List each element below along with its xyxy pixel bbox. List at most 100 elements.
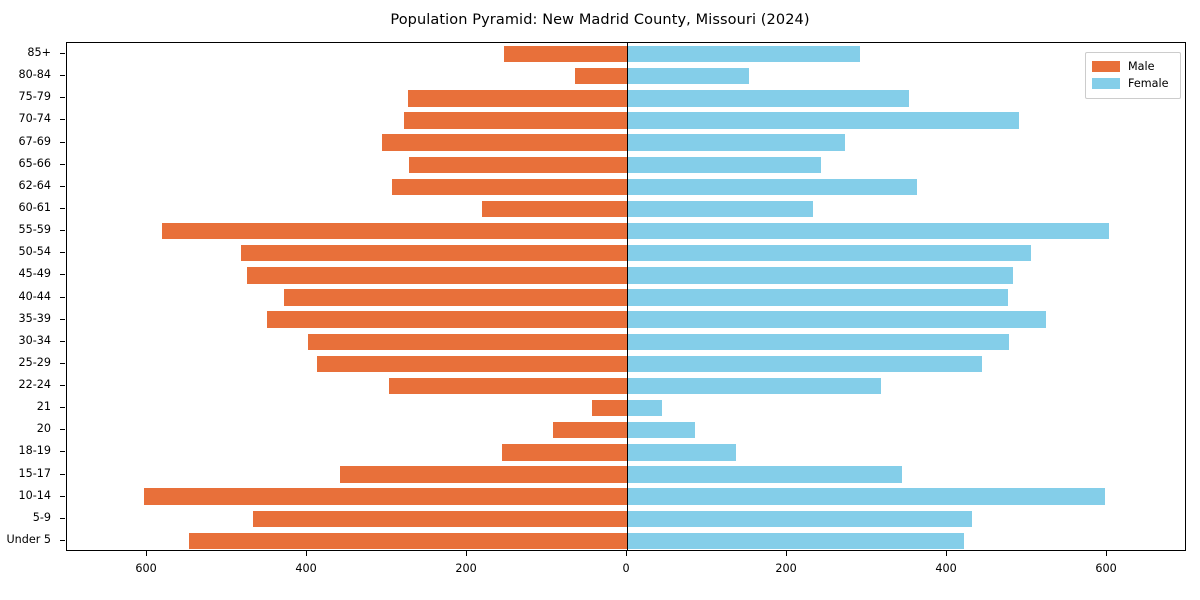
x-tick-mark [946, 551, 948, 556]
bar-row [67, 132, 1185, 154]
legend-label: Male [1128, 60, 1155, 73]
y-tick-mark [60, 274, 65, 276]
x-tick-label: 200 [775, 562, 797, 575]
bar-row [67, 397, 1185, 419]
y-tick-label: 60-61 [18, 200, 51, 214]
y-tick-mark [60, 252, 65, 254]
bar-row [67, 486, 1185, 508]
y-tick-label: 5-9 [32, 510, 51, 524]
bar-row [67, 176, 1185, 198]
bar-row [67, 65, 1185, 87]
y-tick-mark [60, 473, 65, 475]
bar-female-35-39 [627, 311, 1047, 328]
legend-item[interactable]: Female [1092, 75, 1174, 92]
bar-male-75-79 [407, 90, 627, 107]
y-axis-labels: 85+ 80-84 75-79 70-74 67-69 65-66 62-64 60-61 55… [0, 42, 60, 551]
zero-axis-line [627, 43, 629, 550]
y-tick-label: 50-54 [18, 245, 51, 259]
bar-row [67, 43, 1185, 65]
x-tick-label: 600 [135, 562, 157, 575]
y-tick-mark [60, 517, 65, 519]
x-tick-mark [1106, 551, 1108, 556]
bar-male-5-9 [252, 510, 627, 527]
x-tick-label: 0 [622, 562, 630, 575]
chart-title: Population Pyramid: New Madrid County, M… [390, 12, 810, 28]
bar-row [67, 220, 1185, 242]
bar-female-30-34 [627, 333, 1009, 350]
bar-row [67, 87, 1185, 109]
bar-row [67, 264, 1185, 286]
x-tick-label: 400 [295, 562, 317, 575]
x-tick-mark [146, 551, 148, 556]
bar-row [67, 109, 1185, 131]
bar-female-80-84 [627, 68, 750, 85]
bar-female-20 [627, 422, 695, 439]
bar-male-22-24 [388, 377, 627, 395]
bar-male-85- [503, 45, 627, 63]
bar-male-50-54 [241, 245, 627, 262]
y-tick-label: 70-74 [18, 112, 51, 126]
bar-row [67, 242, 1185, 264]
bar-male-25-29 [316, 355, 627, 373]
y-tick-mark [60, 163, 65, 165]
bar-row [67, 198, 1185, 220]
bar-female-65-66 [627, 156, 821, 173]
legend-item[interactable]: Male [1092, 58, 1174, 75]
bar-male-15-17 [339, 466, 627, 483]
bar-male-30-34 [307, 333, 627, 350]
bar-female-50-54 [627, 245, 1031, 262]
y-tick-mark [60, 75, 65, 77]
bar-row [67, 331, 1185, 353]
bar-male-55-59 [162, 222, 627, 240]
bar-male-18-19 [502, 444, 627, 461]
bar-female-25-29 [627, 355, 983, 373]
bar-male-20 [553, 422, 627, 439]
bar-row [67, 154, 1185, 176]
y-tick-label: 25-29 [18, 355, 51, 369]
y-tick-label: 62-64 [18, 178, 51, 192]
y-tick-mark [60, 362, 65, 364]
bar-female-10-14 [627, 488, 1106, 505]
y-tick-label: 55-59 [18, 223, 51, 237]
bar-row [67, 419, 1185, 441]
bar-male-10-14 [143, 488, 627, 505]
x-tick-label: 200 [455, 562, 477, 575]
bar-female-60-61 [627, 200, 813, 218]
bar-male-67-69 [382, 134, 627, 151]
x-tick-mark [466, 551, 468, 556]
y-tick-label: 65-66 [18, 156, 51, 170]
y-tick-mark [60, 230, 65, 232]
x-axis-ticks [0, 551, 1200, 557]
y-tick-label: 67-69 [18, 134, 51, 148]
bar-row [67, 375, 1185, 397]
legend-swatch-icon [1092, 78, 1120, 89]
bar-row [67, 309, 1185, 331]
bar-male-35-39 [267, 311, 627, 328]
x-tick-label: 400 [935, 562, 957, 575]
bar-male-80-84 [575, 68, 627, 85]
bar-female-45-49 [627, 267, 1013, 284]
y-tick-label: 30-34 [18, 333, 51, 347]
bar-female-21 [627, 399, 663, 417]
bar-row [67, 286, 1185, 308]
bar-row [67, 441, 1185, 463]
bar-male-under-5 [189, 532, 627, 550]
bar-row [67, 530, 1185, 552]
y-tick-label: 21 [36, 400, 51, 414]
y-tick-label: 40-44 [18, 289, 51, 303]
bar-row [67, 463, 1185, 485]
bar-female-40-44 [627, 289, 1008, 306]
y-tick-label: 22-24 [18, 378, 51, 392]
bar-female-under-5 [627, 532, 964, 550]
y-axis-ticks [0, 42, 66, 551]
y-tick-label: 10-14 [18, 488, 51, 502]
y-tick-mark [60, 119, 65, 121]
y-tick-mark [60, 451, 65, 453]
y-tick-label: 35-39 [18, 311, 51, 325]
y-tick-mark [60, 318, 65, 320]
y-tick-mark [60, 185, 65, 187]
bar-female-62-64 [627, 178, 917, 196]
bar-male-21 [591, 399, 627, 417]
y-tick-label: 80-84 [18, 68, 51, 82]
